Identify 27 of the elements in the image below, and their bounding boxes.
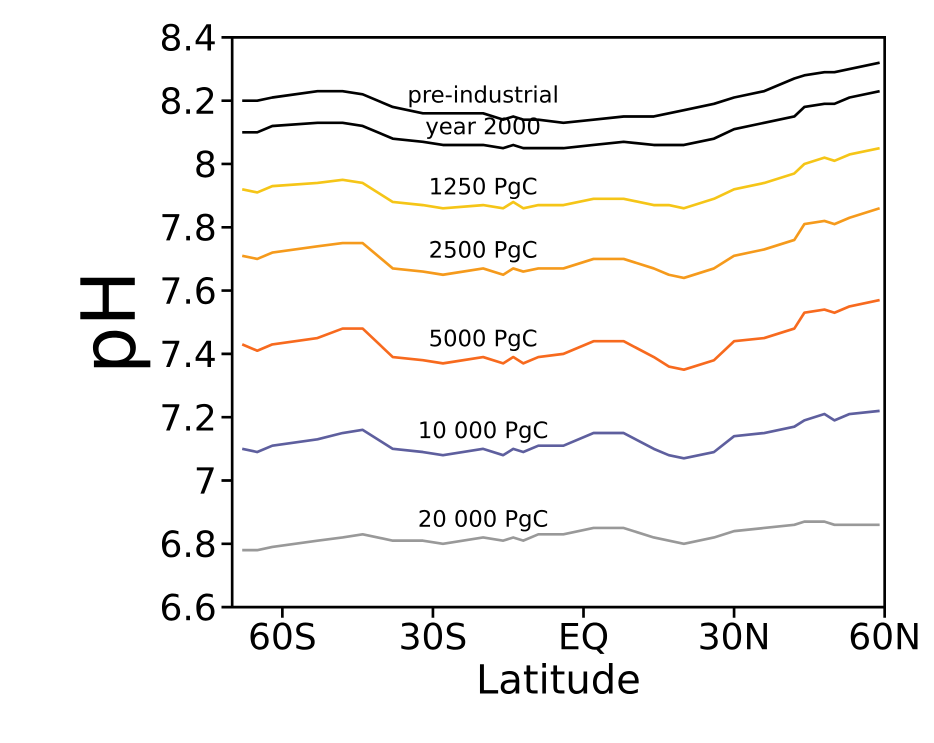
x-tick-label: 60N — [850, 622, 918, 650]
series-label: 5000 PgC — [430, 329, 536, 351]
y-axis-title: pH — [80, 278, 150, 368]
line-series — [240, 298, 881, 371]
y-tick-label: 7.8 — [162, 214, 214, 241]
series-label: 10 000 PgC — [420, 421, 548, 443]
series-label: pre-industrial — [409, 85, 557, 108]
y-tick-label: 8.4 — [162, 24, 215, 51]
line-series — [240, 146, 881, 210]
y-tick-label: 7.6 — [162, 276, 215, 304]
line-series — [240, 409, 881, 460]
x-tick-label: 60S — [250, 622, 315, 650]
x-tick-label: 30N — [700, 622, 767, 650]
y-tick-label: 7 — [196, 467, 214, 494]
y-tick-label: 8 — [196, 150, 214, 178]
y-tick-label: 8.2 — [162, 86, 214, 114]
x-axis-title: Latitude — [480, 662, 639, 694]
line-series — [240, 206, 881, 280]
x-tick-label: 30S — [401, 622, 466, 650]
series-label: 2500 PgC — [430, 240, 536, 262]
y-tick-label: 6.8 — [162, 530, 214, 558]
series-label: 1250 PgC — [431, 177, 536, 199]
y-tick-label: 7.2 — [162, 404, 214, 430]
x-tick-label: EQ — [561, 622, 608, 654]
y-tick-label: 6.6 — [162, 593, 215, 621]
y-tick-label: 7.4 — [162, 340, 215, 367]
series-label: 20 000 PgC — [420, 510, 548, 532]
